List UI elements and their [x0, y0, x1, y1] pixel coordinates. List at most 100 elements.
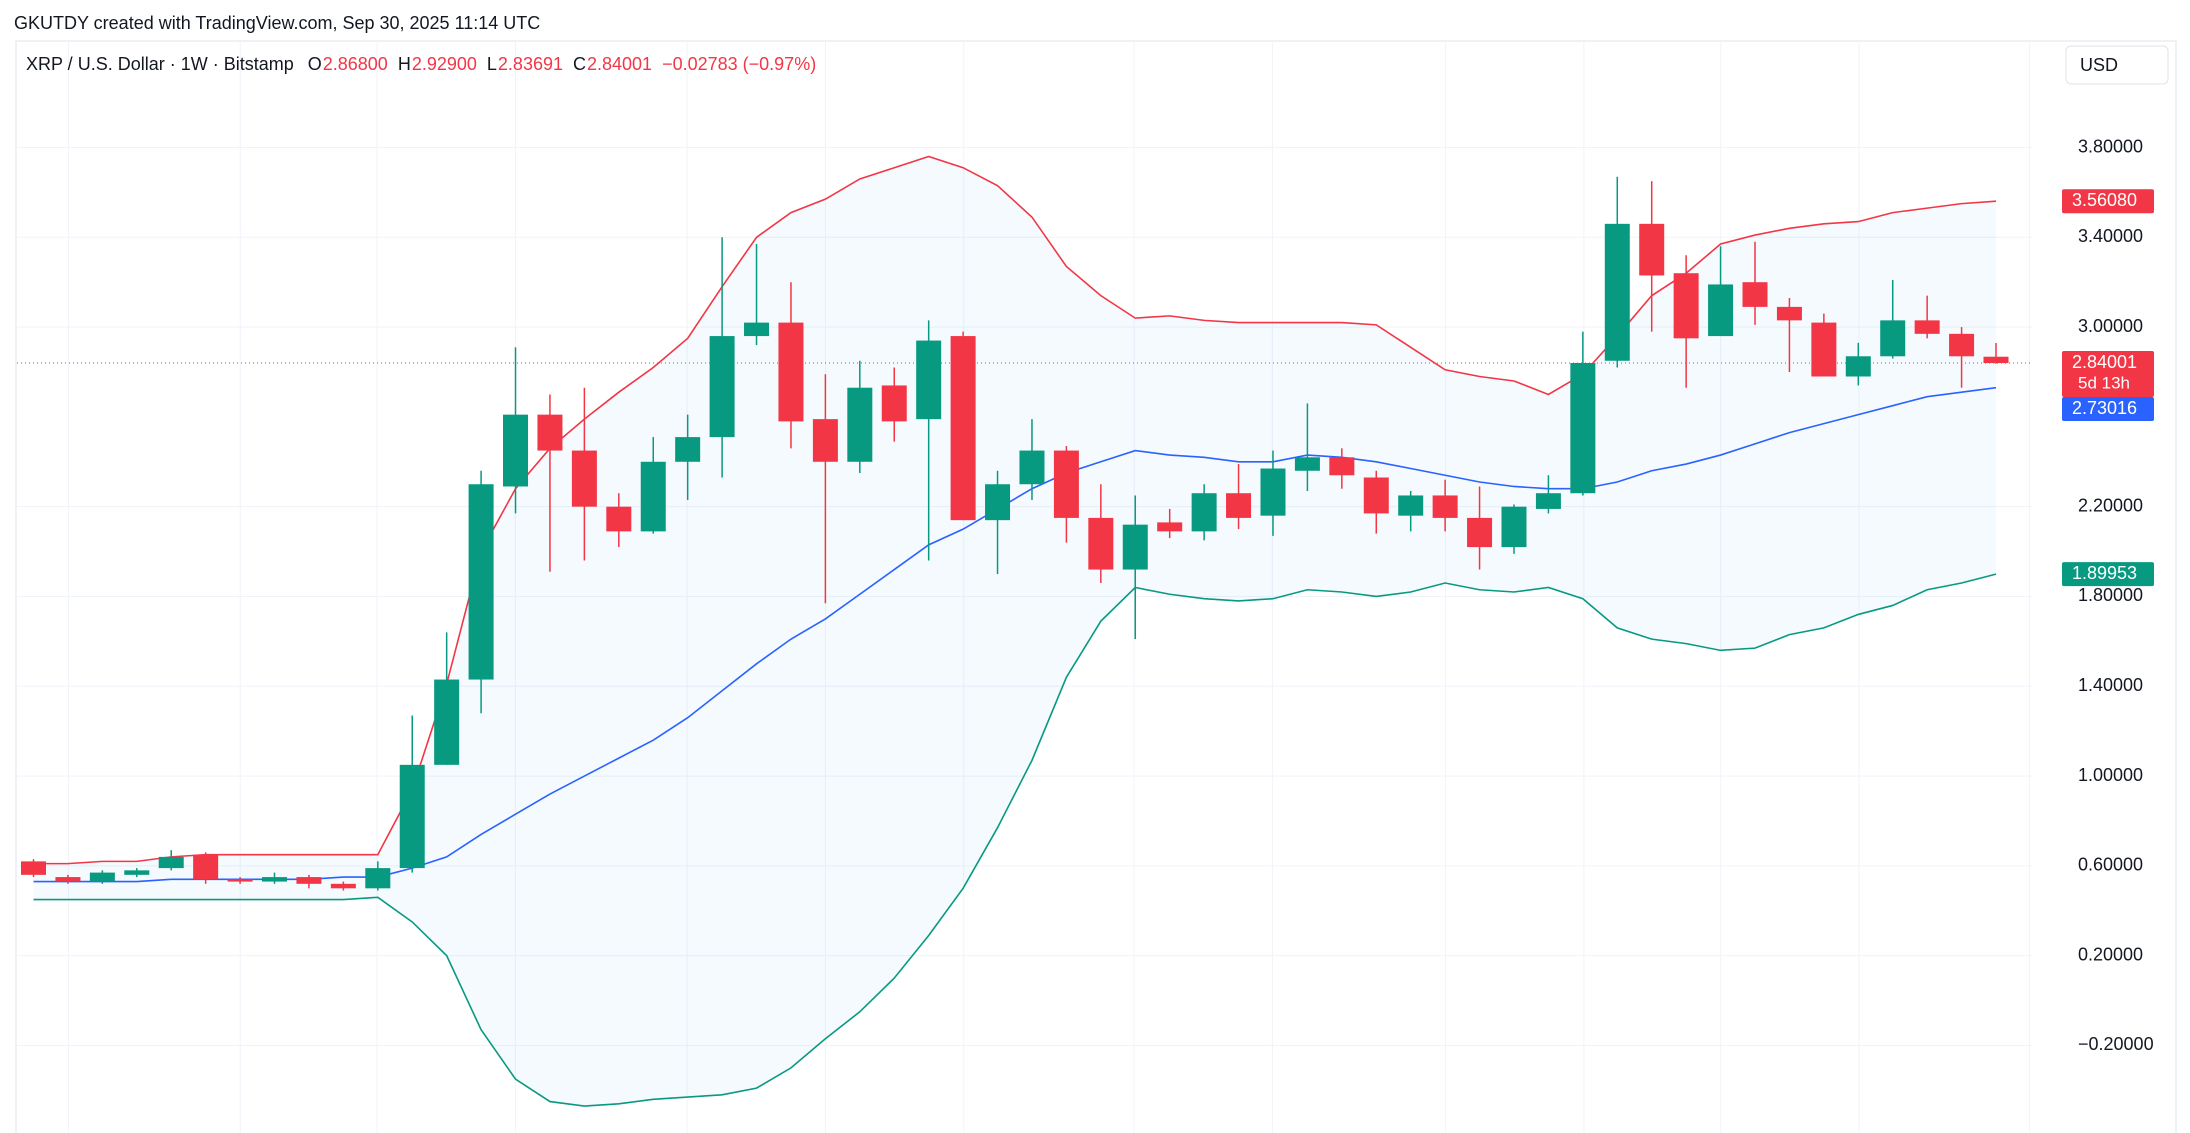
candle-body	[778, 322, 804, 422]
y-tick-label: 1.00000	[2078, 765, 2143, 785]
candle-body	[262, 877, 288, 882]
attribution: GKUTDY created with TradingView.com, Sep…	[14, 13, 540, 33]
ohlc-value: 2.83691	[498, 54, 563, 74]
candle-body	[434, 679, 460, 765]
candle-body	[193, 854, 219, 880]
candle-body	[1811, 322, 1837, 377]
price-change: −0.02783 (−0.97%)	[662, 54, 816, 74]
candle-body	[1845, 356, 1871, 377]
candle-body	[468, 484, 494, 680]
candle-body	[675, 437, 701, 462]
candle-body	[1363, 477, 1389, 514]
y-tick-label: 1.80000	[2078, 585, 2143, 605]
candle-body	[1260, 468, 1286, 516]
currency-label[interactable]: USD	[2080, 55, 2118, 75]
price-badge: 3.56080	[2062, 189, 2154, 214]
band-fill	[33, 156, 1997, 1107]
candle-body	[1535, 493, 1561, 509]
y-tick-label: 3.40000	[2078, 226, 2143, 246]
candle-body	[709, 336, 735, 438]
candle-body	[1708, 284, 1734, 337]
candle-body	[1880, 320, 1906, 357]
currency-button[interactable]: USD	[2065, 45, 2169, 85]
price-badge-label: 3.56080	[2072, 190, 2137, 210]
candle-body	[1570, 363, 1596, 494]
y-tick-label: 0.20000	[2078, 944, 2143, 964]
price-badge-box	[2062, 189, 2154, 214]
ohlc-value: 2.86800	[323, 54, 388, 74]
candle-body	[640, 461, 666, 532]
candle-body	[124, 870, 150, 875]
symbol-title: XRP / U.S. Dollar · 1W · Bitstamp	[26, 54, 294, 74]
candle-body	[1053, 450, 1079, 518]
ohlc-value: 2.84001	[587, 54, 652, 74]
legend: XRP / U.S. Dollar · 1W · Bitstamp O 2.868…	[26, 54, 816, 74]
price-badge-label: 2.73016	[2072, 398, 2137, 418]
price-badge-label: 2.84001	[2072, 352, 2137, 372]
candle-body	[1467, 517, 1493, 548]
candle-body	[571, 450, 597, 507]
candle-body	[1088, 517, 1114, 570]
candle-body	[1226, 493, 1252, 518]
candle-body	[227, 879, 253, 882]
candle-body	[1191, 493, 1217, 532]
candle-body	[1122, 524, 1148, 570]
price-badge-countdown: 5d 13h	[2078, 373, 2130, 392]
candle-body	[1639, 223, 1665, 276]
candle-body	[1949, 333, 1975, 357]
candle-body	[365, 868, 391, 889]
price-badge-box	[2062, 397, 2154, 422]
currency-button-frame[interactable]	[2065, 45, 2169, 85]
y-tick-label: 1.40000	[2078, 675, 2143, 695]
candle-body	[158, 856, 184, 869]
candle-body	[503, 414, 529, 487]
y-tick-label: 0.60000	[2078, 855, 2143, 875]
candle-body	[1019, 450, 1045, 485]
price-badge-label: 1.89953	[2072, 563, 2137, 583]
ohlc-key: H	[398, 54, 411, 74]
candle-body	[1776, 306, 1802, 321]
candle-body	[847, 387, 873, 462]
ohlc-key: C	[573, 54, 586, 74]
ohlc-key: O	[308, 54, 322, 74]
candle-body	[1914, 320, 1940, 334]
candle-body	[399, 764, 425, 869]
price-badge-box	[2062, 351, 2154, 398]
y-tick-label: 3.00000	[2078, 316, 2143, 336]
ohlc-value: 2.92900	[412, 54, 477, 74]
candle-body	[1294, 457, 1320, 471]
candle-body	[537, 414, 563, 451]
candle-body	[1673, 273, 1699, 339]
candle-body	[55, 877, 81, 882]
chart-frame	[15, 40, 2177, 1133]
candle-body	[1742, 282, 1768, 307]
candle-body	[1983, 356, 2009, 364]
candle-body	[950, 336, 976, 521]
candle-body	[812, 419, 838, 462]
candle-body	[89, 872, 115, 882]
candle-body	[21, 861, 46, 875]
candle-body	[1501, 506, 1527, 548]
plot-area: 3.80000 3.40000 3.00000 2.20000 1.80000 1.400…	[17, 42, 2154, 1133]
candle-body	[881, 385, 907, 422]
candle-body	[1432, 495, 1458, 518]
candle-body	[1604, 223, 1630, 361]
candle-body	[330, 883, 356, 889]
band-line	[33, 386, 1997, 883]
y-tick-label: 3.80000	[2078, 136, 2143, 156]
band-line	[33, 573, 1997, 1107]
candle-body	[1329, 457, 1355, 476]
y-tick-label: −0.20000	[2078, 1034, 2154, 1054]
band-line	[33, 155, 1997, 865]
candle-body	[1398, 495, 1424, 516]
candle-body	[985, 484, 1011, 521]
candle-body	[1157, 522, 1183, 532]
price-badge-box	[2062, 562, 2154, 587]
candle-body	[606, 506, 632, 532]
candle-body	[916, 340, 942, 420]
price-badge: 1.89953	[2062, 562, 2154, 587]
price-badge: 2.73016	[2062, 397, 2154, 422]
